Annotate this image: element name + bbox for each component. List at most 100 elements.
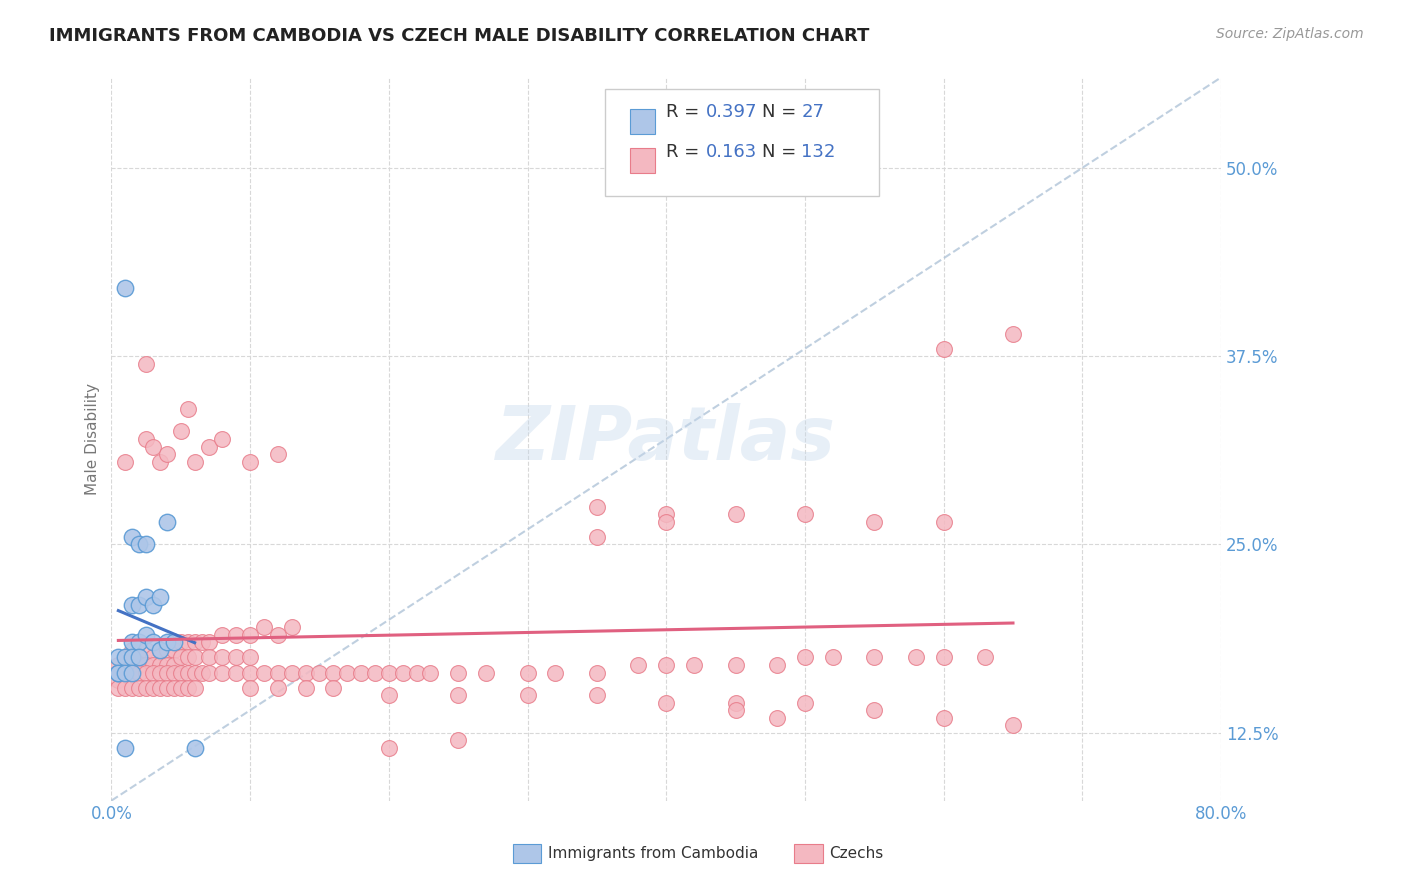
Point	[183, 650, 205, 665]
Point	[149, 591, 172, 605]
Point	[128, 665, 150, 680]
Point	[863, 650, 886, 665]
Point	[135, 665, 157, 680]
Text: R =: R =	[666, 143, 706, 161]
Y-axis label: Male Disability: Male Disability	[86, 383, 100, 495]
Point	[149, 643, 172, 657]
Point	[170, 665, 193, 680]
Text: Czechs: Czechs	[830, 847, 884, 861]
Point	[211, 665, 233, 680]
Point	[211, 628, 233, 642]
Point	[135, 432, 157, 446]
Point	[225, 628, 247, 642]
Text: Immigrants from Cambodia: Immigrants from Cambodia	[548, 847, 759, 861]
Point	[239, 681, 262, 695]
Point	[211, 432, 233, 446]
Point	[142, 440, 165, 454]
Point	[142, 665, 165, 680]
Point	[378, 740, 401, 755]
Point	[142, 658, 165, 673]
Point	[197, 650, 219, 665]
Point	[170, 681, 193, 695]
Point	[121, 665, 143, 680]
Point	[627, 658, 650, 673]
Point	[322, 665, 344, 680]
Point	[107, 665, 129, 680]
Point	[655, 658, 678, 673]
Point	[156, 635, 179, 649]
Point	[239, 665, 262, 680]
Point	[128, 598, 150, 612]
Point	[128, 650, 150, 665]
Point	[904, 650, 927, 665]
Point	[586, 688, 609, 702]
Point	[156, 515, 179, 529]
Text: N =: N =	[762, 143, 801, 161]
Point	[156, 665, 179, 680]
Point	[121, 530, 143, 544]
Point	[163, 635, 186, 649]
Point	[655, 515, 678, 529]
Text: 0.163: 0.163	[706, 143, 756, 161]
Point	[149, 665, 172, 680]
Point	[135, 681, 157, 695]
Point	[447, 665, 470, 680]
Point	[378, 665, 401, 680]
Point	[163, 681, 186, 695]
Point	[128, 681, 150, 695]
Point	[114, 658, 136, 673]
Point	[267, 665, 290, 680]
Point	[1001, 326, 1024, 341]
Point	[142, 635, 165, 649]
Point	[586, 530, 609, 544]
Point	[267, 628, 290, 642]
Point	[1001, 718, 1024, 732]
Point	[121, 635, 143, 649]
Point	[163, 643, 186, 657]
Point	[253, 665, 276, 680]
Point	[183, 740, 205, 755]
Point	[391, 665, 413, 680]
Point	[378, 688, 401, 702]
Point	[114, 650, 136, 665]
Point	[225, 650, 247, 665]
Point	[142, 650, 165, 665]
Point	[932, 515, 955, 529]
Point	[128, 635, 150, 649]
Text: ZIPatlas: ZIPatlas	[496, 402, 837, 475]
Text: IMMIGRANTS FROM CAMBODIA VS CZECH MALE DISABILITY CORRELATION CHART: IMMIGRANTS FROM CAMBODIA VS CZECH MALE D…	[49, 27, 869, 45]
Point	[183, 455, 205, 469]
Point	[149, 658, 172, 673]
Point	[142, 681, 165, 695]
Point	[135, 537, 157, 551]
Point	[149, 643, 172, 657]
Point	[974, 650, 997, 665]
Point	[176, 401, 198, 416]
Point	[156, 643, 179, 657]
Point	[183, 681, 205, 695]
Point	[336, 665, 359, 680]
Point	[135, 643, 157, 657]
Point	[190, 665, 212, 680]
Text: 27: 27	[801, 103, 824, 121]
Point	[239, 455, 262, 469]
Point	[766, 711, 789, 725]
Text: R =: R =	[666, 103, 706, 121]
Point	[107, 673, 129, 687]
Point	[364, 665, 387, 680]
Point	[107, 681, 129, 695]
Point	[170, 635, 193, 649]
Point	[197, 440, 219, 454]
Point	[156, 447, 179, 461]
Point	[114, 281, 136, 295]
Point	[516, 665, 538, 680]
Point	[128, 650, 150, 665]
Point	[863, 703, 886, 717]
Point	[225, 665, 247, 680]
Point	[156, 658, 179, 673]
Point	[724, 703, 747, 717]
Point	[176, 681, 198, 695]
Point	[176, 650, 198, 665]
Point	[932, 711, 955, 725]
Point	[135, 628, 157, 642]
